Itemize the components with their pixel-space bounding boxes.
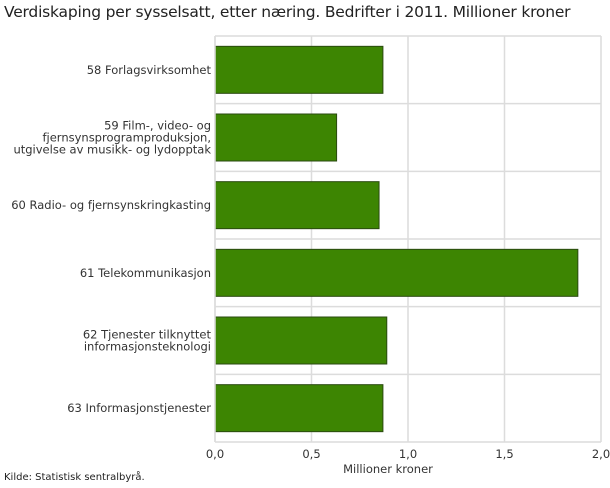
category-label: 62 Tjenester tilknyttet (83, 328, 212, 342)
category-label: 60 Radio- og fjernsynskringkasting (11, 198, 211, 212)
category-label: fjernsynsprogramproduksjon, (42, 131, 211, 145)
x-tick-label: 1,5 (495, 447, 513, 461)
x-tick-label: 0,5 (302, 447, 320, 461)
category-label: 63 Informasjonstjenester (67, 401, 211, 415)
category-label: 58 Forlagsvirksomhet (87, 63, 212, 77)
x-tick-label: 2,0 (592, 447, 610, 461)
bar (214, 113, 338, 162)
category-label: 61 Telekommunikasjon (80, 266, 211, 280)
x-tick-label: 1,0 (399, 447, 417, 461)
bar (214, 248, 579, 297)
bar (214, 181, 380, 230)
x-tick-label: 0,0 (206, 447, 224, 461)
category-label: informasjonsteknologi (84, 340, 211, 354)
chart-title: Verdiskaping per sysselsatt, etter nærin… (4, 3, 571, 21)
source-note: Kilde: Statistisk sentralbyrå. (4, 472, 145, 483)
bar (214, 384, 384, 433)
category-label: 59 Film-, video- og (104, 119, 211, 133)
x-axis-label: Millioner kroner (343, 462, 433, 476)
bar (214, 45, 384, 94)
bar (214, 316, 388, 365)
category-label: utgivelse av musikk- og lydopptak (13, 143, 211, 157)
